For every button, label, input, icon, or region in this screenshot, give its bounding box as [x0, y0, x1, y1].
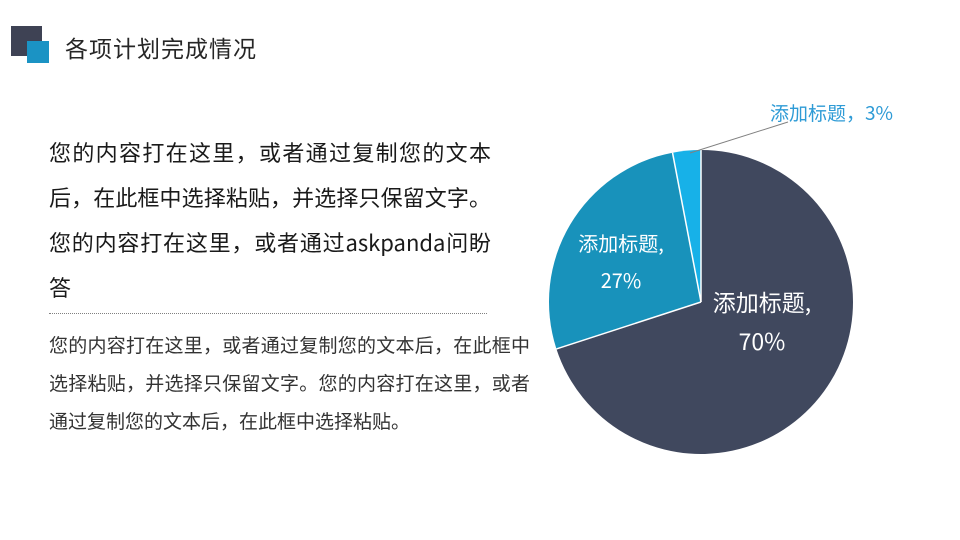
svg-text:27%: 27% — [601, 265, 642, 294]
svg-text:添加标题,: 添加标题, — [713, 284, 811, 318]
svg-text:添加标题,: 添加标题, — [578, 228, 664, 257]
svg-text:添加标题，3%: 添加标题，3% — [770, 99, 893, 126]
svg-text:70%: 70% — [739, 323, 786, 357]
